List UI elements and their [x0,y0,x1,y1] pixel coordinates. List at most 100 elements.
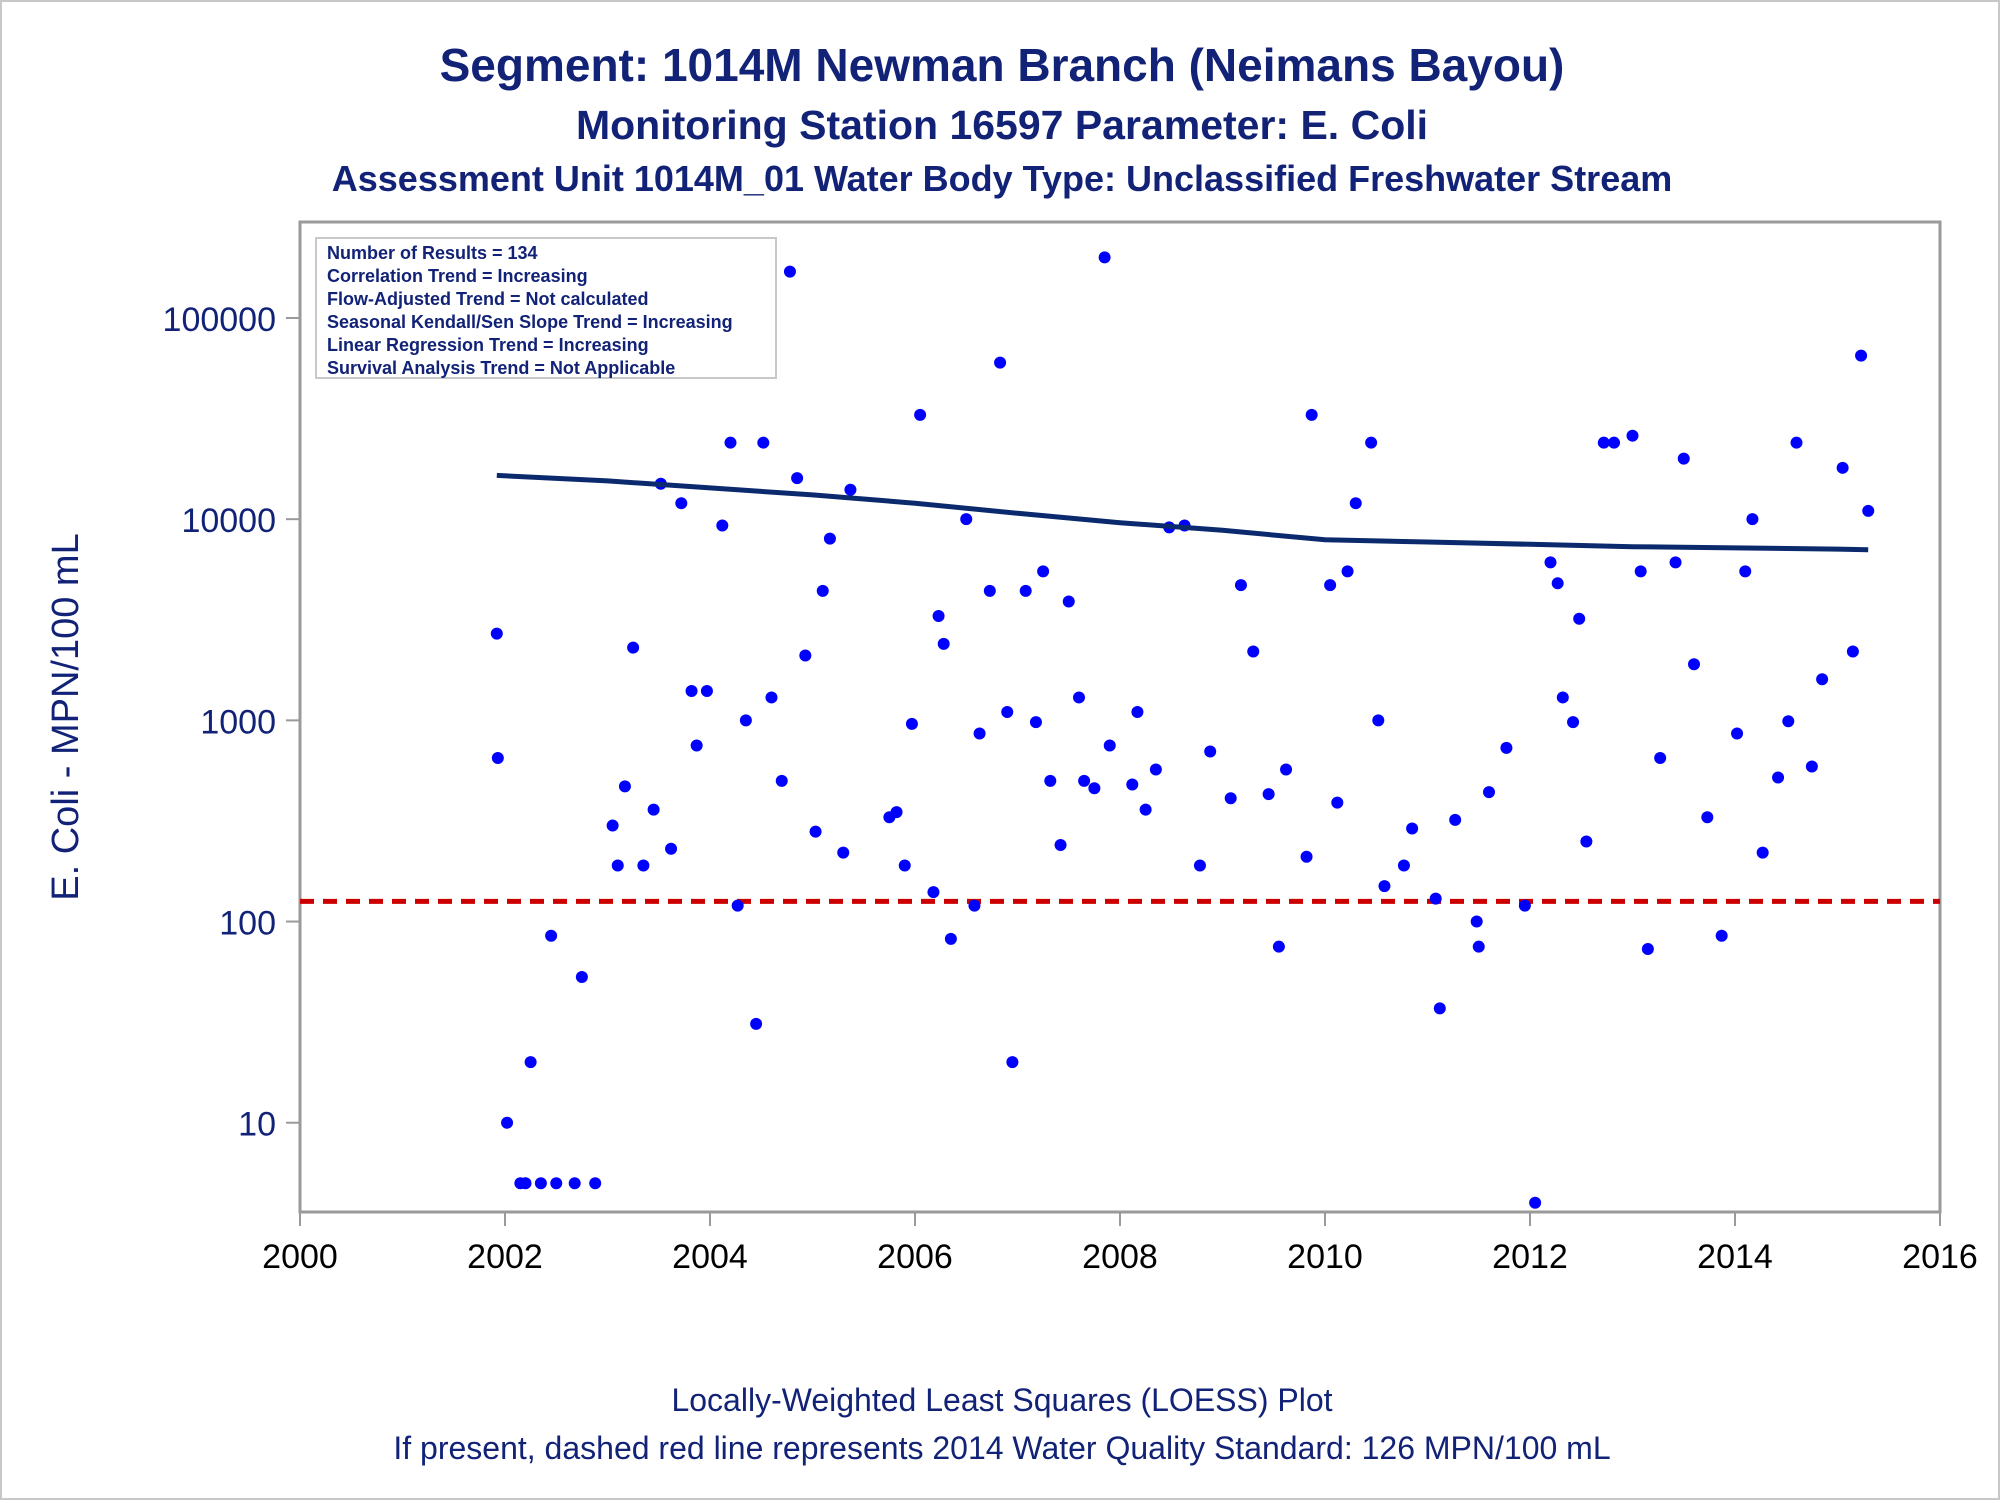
data-point [757,436,770,449]
data-point [700,684,713,697]
x-tick-label: 2016 [1902,1238,1978,1276]
data-point [1654,752,1667,765]
data-point [1782,715,1795,728]
data-point [534,1177,547,1190]
data-point [501,1116,514,1129]
data-point [1580,835,1593,848]
data-point [690,739,703,752]
data-point [1262,788,1275,801]
data-point [1406,822,1419,835]
data-point [937,637,950,650]
data-point [1006,1056,1019,1069]
data-point [1378,880,1391,893]
data-point [1746,513,1759,526]
data-point [1037,565,1050,578]
data-point [637,859,650,872]
data-point [611,859,624,872]
data-point [731,899,744,912]
data-point [1433,1002,1446,1015]
data-point [1088,782,1101,795]
stat-line: Flow-Adjusted Trend = Not calculated [327,289,649,309]
data-point [1846,645,1859,658]
chart-subtitle: Monitoring Station 16597 Parameter: E. C… [575,102,1429,148]
data-point [647,803,660,816]
data-point [1739,565,1752,578]
chart-title: Segment: 1014M Newman Branch (Neimans Ba… [439,39,1565,91]
stat-line: Correlation Trend = Increasing [327,266,588,286]
data-point [1518,899,1531,912]
points-layer [490,239,1875,1209]
data-point [675,497,688,510]
data-point [1280,763,1293,776]
data-point [1573,612,1586,625]
data-point [519,1177,532,1190]
stat-line: Number of Results = 134 [327,243,538,263]
data-point [1544,556,1557,569]
footnote-standard: If present, dashed red line represents 2… [393,1430,1611,1466]
data-point [545,929,558,942]
data-point [973,727,986,740]
x-axis: 2000 2002 2004 2006 2008 2010 2012 2014 2016 [262,1212,1978,1276]
data-point [1772,771,1785,784]
data-point [932,610,945,623]
x-tick-label: 2006 [877,1238,953,1276]
y-tick-label: 100000 [163,301,276,339]
data-point [575,971,588,984]
x-tick-label: 2008 [1082,1238,1158,1276]
data-point [1701,811,1714,824]
data-point [589,1177,602,1190]
data-point [765,691,778,704]
stat-line: Seasonal Kendall/Sen Slope Trend = Incre… [327,312,733,332]
data-point [1234,579,1247,592]
data-point [1078,774,1091,787]
y-tick-label: 10000 [181,502,276,540]
data-point [1126,778,1139,791]
data-point [994,356,1007,369]
data-point [750,1017,763,1030]
data-point [1551,577,1564,590]
data-point [1305,408,1318,421]
data-point [1324,579,1337,592]
data-point [944,932,957,945]
data-point [816,584,829,597]
data-point [1626,429,1639,442]
data-point [1677,452,1690,465]
data-point [799,649,812,662]
data-point [844,483,857,496]
data-point [1862,504,1875,517]
data-point [1634,565,1647,578]
data-point [1365,436,1378,449]
data-point [837,846,850,859]
chart-subtitle-2: Assessment Unit 1014M_01 Water Body Type… [331,158,1673,199]
data-point [1131,706,1144,719]
y-tick-label: 10 [238,1106,276,1144]
data-point [1300,850,1313,863]
data-point [1139,803,1152,816]
stat-line: Linear Regression Trend = Increasing [327,335,649,355]
x-tick-label: 2012 [1492,1238,1568,1276]
x-tick-label: 2010 [1287,1238,1363,1276]
data-point [1529,1196,1542,1209]
data-point [1731,727,1744,740]
data-point [1855,349,1868,362]
data-point [1029,716,1042,729]
data-point [1349,497,1362,510]
data-point [685,684,698,697]
data-point [665,842,678,855]
data-point [791,472,804,485]
data-point [905,717,918,730]
data-point [1204,745,1217,758]
y-tick-label: 100 [219,905,276,943]
data-point [1019,584,1032,597]
x-tick-label: 2004 [672,1238,748,1276]
x-tick-label: 2002 [467,1238,543,1276]
data-point [1567,716,1580,729]
data-point [1715,929,1728,942]
data-point [1470,915,1483,928]
data-point [1224,792,1237,805]
data-point [927,886,940,899]
data-point [568,1177,581,1190]
footnote-loess: Locally-Weighted Least Squares (LOESS) P… [671,1382,1333,1418]
